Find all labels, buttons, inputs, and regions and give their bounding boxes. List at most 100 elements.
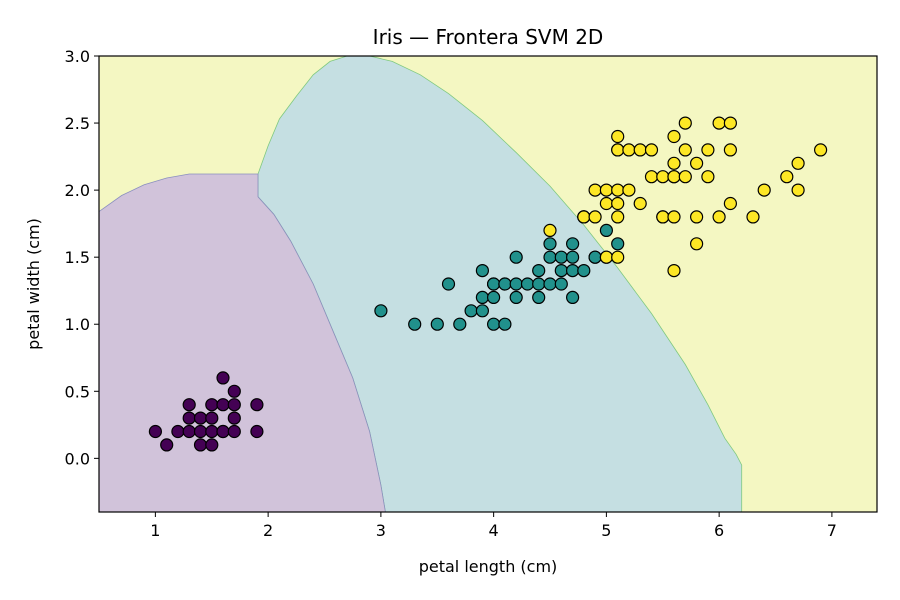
data-point-class-0 (171, 424, 185, 439)
data-point-class-1 (532, 290, 546, 304)
data-point-class-2 (611, 143, 625, 157)
data-point-class-2 (667, 129, 681, 144)
data-point-class-1 (554, 264, 568, 278)
data-point-class-2 (644, 143, 659, 157)
data-point-class-2 (791, 183, 805, 197)
data-point-class-0 (160, 438, 174, 452)
data-point-class-1 (374, 304, 388, 318)
data-point-class-1 (464, 304, 478, 318)
data-point-class-0 (205, 398, 219, 412)
data-point-class-1 (565, 290, 580, 304)
data-point-class-2 (689, 156, 704, 170)
data-point-class-1 (509, 250, 523, 264)
data-point-class-0 (205, 411, 219, 425)
y-tick-label: 2.0 (65, 181, 90, 200)
y-tick-label: 0.0 (65, 449, 90, 468)
data-point-class-1 (498, 317, 512, 331)
data-point-class-2 (656, 210, 670, 224)
data-point-class-1 (509, 290, 523, 304)
data-point-class-2 (588, 183, 602, 197)
data-point-class-2 (701, 143, 715, 157)
data-point-class-2 (712, 116, 726, 130)
data-point-class-2 (667, 264, 681, 278)
data-point-class-1 (543, 250, 557, 264)
data-point-class-2 (813, 143, 828, 157)
data-point-class-2 (622, 143, 636, 157)
data-point-class-0 (250, 398, 264, 412)
data-point-class-1 (588, 250, 602, 264)
data-point-class-0 (216, 398, 230, 412)
data-point-class-2 (746, 210, 760, 224)
data-point-class-2 (622, 183, 636, 197)
x-tick-label: 6 (714, 521, 724, 540)
data-point-class-1 (475, 290, 489, 304)
data-point-class-2 (588, 210, 602, 224)
data-point-class-2 (611, 250, 625, 264)
data-point-class-1 (532, 264, 546, 278)
x-tick-label: 1 (150, 521, 160, 540)
data-point-class-2 (611, 196, 625, 211)
data-point-class-0 (182, 411, 196, 425)
data-point-class-1 (453, 317, 467, 331)
data-point-class-0 (182, 398, 196, 412)
data-point-class-0 (216, 424, 230, 439)
data-point-class-2 (678, 170, 692, 184)
data-point-class-2 (667, 156, 681, 170)
y-axis-label: petal width (cm) (24, 218, 43, 350)
y-tick-label: 0.5 (65, 382, 90, 401)
data-point-class-1 (498, 277, 512, 291)
data-point-class-2 (701, 170, 715, 184)
region-class-0 (98, 173, 386, 513)
data-point-class-2 (712, 210, 726, 224)
data-point-class-2 (723, 143, 738, 157)
data-point-class-2 (656, 170, 670, 184)
data-point-class-1 (441, 277, 456, 291)
data-point-class-2 (689, 210, 704, 224)
plot-frame (98, 55, 878, 513)
data-point-class-1 (554, 277, 568, 291)
data-point-class-2 (644, 170, 659, 184)
y-tick-label: 1.5 (65, 248, 90, 267)
data-point-class-2 (577, 210, 591, 224)
data-point-class-1 (565, 250, 580, 264)
data-point-class-1 (577, 264, 591, 278)
x-tick-label: 3 (376, 521, 386, 540)
data-point-class-1 (543, 277, 557, 291)
data-point-class-1 (509, 277, 523, 291)
data-point-class-2 (611, 183, 625, 197)
data-point-class-0 (193, 438, 208, 452)
data-point-class-2 (633, 143, 647, 157)
data-point-class-2 (723, 116, 738, 130)
data-point-class-1 (487, 290, 501, 304)
data-point-class-1 (475, 304, 489, 318)
data-point-class-2 (780, 170, 794, 184)
x-tick-label: 7 (827, 521, 837, 540)
data-point-class-1 (532, 277, 546, 291)
y-tick-label: 1.0 (65, 315, 90, 334)
data-point-class-1 (487, 317, 501, 331)
data-point-class-0 (216, 371, 230, 385)
y-tick-label: 3.0 (65, 47, 90, 66)
data-point-class-2 (611, 210, 625, 224)
data-point-class-0 (182, 424, 196, 439)
data-point-class-1 (475, 264, 489, 278)
chart-title: Iris — Frontera SVM 2D (373, 25, 604, 49)
data-point-class-1 (599, 223, 614, 237)
x-tick-label: 4 (489, 521, 499, 540)
data-point-class-0 (250, 424, 264, 439)
data-point-class-1 (487, 277, 501, 291)
data-point-class-1 (565, 264, 580, 278)
data-point-class-2 (678, 143, 692, 157)
y-tick-label: 2.5 (65, 114, 90, 133)
data-point-class-1 (611, 237, 625, 251)
data-point-class-0 (205, 424, 219, 439)
x-tick-label: 5 (601, 521, 611, 540)
data-point-class-2 (791, 156, 805, 170)
data-point-class-0 (193, 411, 208, 425)
data-point-class-2 (599, 183, 614, 197)
data-point-class-1 (408, 317, 422, 331)
x-axis-ticks: 1 2 3 4 5 6 7 (150, 512, 837, 540)
data-point-class-0 (193, 424, 208, 439)
data-point-class-1 (430, 317, 444, 331)
data-point-class-2 (667, 170, 681, 184)
